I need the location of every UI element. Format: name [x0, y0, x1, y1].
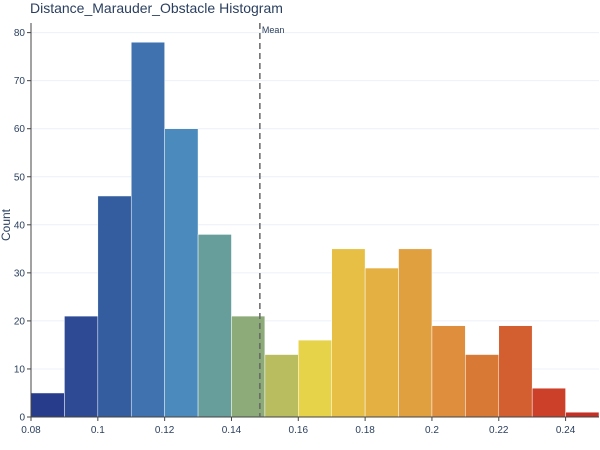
- histogram-bar: [298, 339, 332, 418]
- y-tick-label: 60: [14, 124, 26, 135]
- histogram-bar: [465, 354, 500, 418]
- x-tick-label: 0.22: [489, 425, 509, 436]
- x-tick-label: 0.14: [222, 425, 242, 436]
- x-tick-label: 0.24: [556, 425, 576, 436]
- chart-title: Distance_Marauder_Obstacle Histogram: [30, 0, 283, 16]
- x-tick-label: 0.18: [355, 425, 375, 436]
- histogram-bar: [431, 325, 466, 418]
- y-tick-label: 30: [14, 268, 26, 279]
- histogram-bars: [30, 41, 600, 418]
- mean-marker: Mean: [259, 23, 285, 417]
- y-tick-label: 20: [14, 316, 26, 327]
- histogram-bar: [264, 354, 299, 418]
- mean-label: Mean: [262, 25, 285, 35]
- x-tick-label: 0.16: [289, 425, 309, 436]
- histogram-bar: [498, 325, 533, 418]
- histogram-bar: [398, 248, 433, 418]
- histogram-bar: [64, 315, 99, 418]
- histogram-bar: [130, 41, 165, 418]
- y-tick-label: 40: [14, 220, 26, 231]
- x-tick-label: 0.1: [91, 425, 105, 436]
- y-tick-label: 0: [19, 413, 25, 424]
- axes: 0 10 20 30 40 50 60 70 80 0.08 0.1 0.12 0.14 0.16 0.18…: [14, 23, 599, 436]
- histogram-bar: [565, 411, 600, 418]
- x-tick-label: 0.2: [425, 425, 439, 436]
- x-tick-label: 0.12: [155, 425, 175, 436]
- histogram-bar: [531, 387, 566, 418]
- histogram-bar: [97, 195, 132, 418]
- y-tick-label: 10: [14, 364, 26, 375]
- histogram-bar: [331, 248, 366, 418]
- y-tick-label: 70: [14, 76, 26, 87]
- y-axis-label: Count: [0, 208, 13, 241]
- y-tick-label: 50: [14, 172, 26, 183]
- histogram-bar: [197, 234, 232, 418]
- histogram-bar: [164, 128, 199, 418]
- histogram-bar: [364, 267, 399, 418]
- x-tick-label: 0.08: [21, 425, 41, 436]
- histogram-bar: [30, 392, 65, 418]
- y-tick-label: 80: [14, 28, 26, 39]
